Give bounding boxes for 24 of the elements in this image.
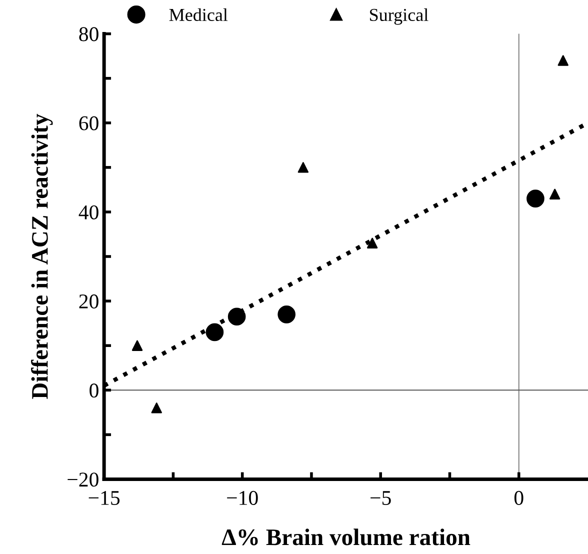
y-tick-label: 0 xyxy=(90,384,98,398)
x-tick-label: 0 xyxy=(514,490,524,505)
x-tick-label: −5 xyxy=(370,491,391,505)
point xyxy=(558,55,568,66)
y-tick-label: 40 xyxy=(78,205,98,220)
point xyxy=(151,402,162,414)
y-tick-label: 60 xyxy=(79,116,98,130)
y-tick-label: 80 xyxy=(79,27,98,42)
x-tick-label: −10 xyxy=(227,490,258,505)
point xyxy=(278,305,296,324)
y-axis-title: Difference in ACZ reactivity xyxy=(31,114,53,399)
y-tick-label: −20 xyxy=(68,472,98,487)
point xyxy=(526,190,544,208)
point xyxy=(549,188,560,200)
point xyxy=(206,323,224,342)
point xyxy=(132,340,143,351)
legend-label: Medical xyxy=(169,8,228,22)
x-tick-label: −15 xyxy=(88,491,120,505)
point xyxy=(228,308,246,326)
x-axis-title: Δ% Brain volume ration xyxy=(222,528,470,546)
y-tick-label: 20 xyxy=(79,294,98,308)
point xyxy=(298,162,309,173)
point xyxy=(366,238,378,248)
legend-label: Surgical xyxy=(370,8,428,25)
